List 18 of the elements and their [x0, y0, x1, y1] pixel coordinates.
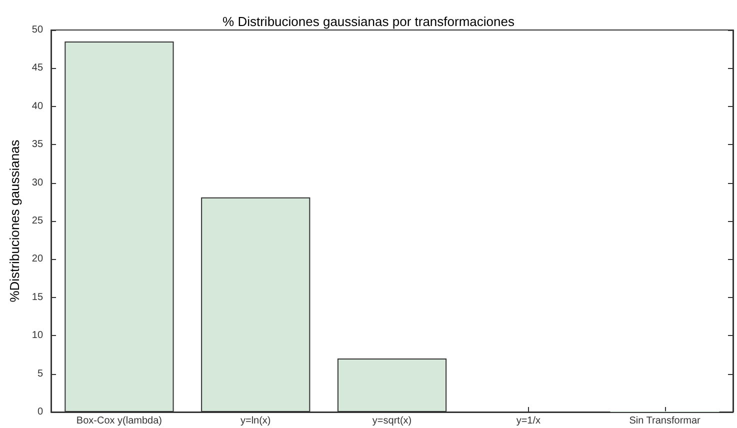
y-tick-label: 15 [32, 292, 44, 303]
y-tick-label: 45 [32, 62, 44, 74]
x-tick-label: y=ln(x) [240, 416, 271, 426]
y-tick-label: 30 [32, 177, 44, 188]
y-tick-label: 20 [32, 254, 44, 265]
y-axis-title: %Distribuciones gaussianas [7, 139, 22, 302]
y-tick-label: 10 [32, 330, 44, 342]
y-tick-label: 5 [37, 368, 44, 380]
x-tick-label: Box-Cox y(lambda) [76, 416, 162, 426]
y-tick-label: 35 [32, 139, 44, 150]
chart-title: % Distribuciones gaussianas por transformaciones [222, 14, 515, 29]
y-tick-label: 50 [32, 24, 44, 36]
y-tick-label: 25 [32, 216, 44, 226]
x-tick-label: y=1/x [516, 416, 540, 426]
x-tick-label: y=sqrt(x) [372, 416, 412, 426]
y-tick-label: 40 [32, 100, 44, 112]
x-tick-label: Sin Transformar [629, 416, 702, 426]
y-tick-label: 0 [37, 406, 44, 418]
